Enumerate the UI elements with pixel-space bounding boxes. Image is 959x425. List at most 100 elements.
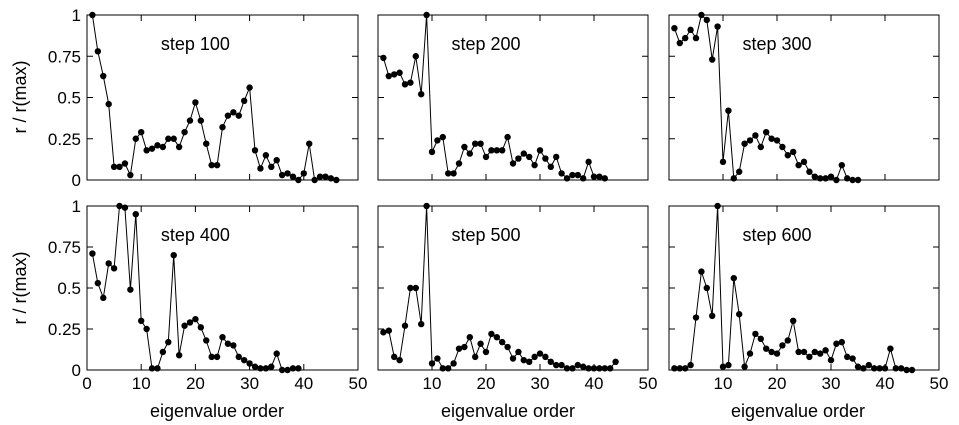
data-point <box>703 284 710 292</box>
data-point <box>709 56 716 63</box>
data-point <box>596 365 603 372</box>
data-point <box>709 312 716 320</box>
panel-6: 10 20 30 40 50 step 600 <box>668 202 949 393</box>
data-point <box>860 365 867 372</box>
data-point <box>418 320 425 328</box>
data-point <box>504 343 511 351</box>
data-point <box>822 347 829 354</box>
data-point <box>795 348 802 356</box>
data-point <box>757 143 764 151</box>
data-point <box>800 348 808 356</box>
data-point <box>295 176 302 184</box>
data-point <box>472 140 479 147</box>
data-point <box>192 315 199 323</box>
x-tick-label: 30 <box>240 374 259 393</box>
data-point <box>569 171 576 179</box>
data-point <box>219 124 226 131</box>
data-point <box>477 340 484 347</box>
data-point <box>531 353 538 361</box>
data-point <box>246 360 253 367</box>
data-point <box>100 294 107 302</box>
y-tick-label: 1 <box>72 197 81 216</box>
data-point <box>132 135 139 142</box>
panel-title: step 300 <box>742 34 811 54</box>
y-tick-label: 0 <box>72 361 81 380</box>
panel-3: step 300 <box>668 11 940 184</box>
data-point <box>407 79 414 86</box>
x-tick-label: 30 <box>822 374 841 393</box>
data-point <box>380 329 387 336</box>
data-point <box>477 140 484 147</box>
data-point <box>558 361 565 369</box>
data-point <box>741 363 748 370</box>
data-point <box>596 173 603 180</box>
data-point <box>396 356 403 364</box>
data-point <box>466 150 473 157</box>
data-point <box>585 365 592 372</box>
data-point <box>768 348 775 356</box>
data-point <box>580 363 587 370</box>
data-point <box>482 348 490 356</box>
data-point <box>170 135 177 142</box>
data-point <box>865 361 872 369</box>
data-point <box>186 117 194 124</box>
data-point <box>423 11 430 19</box>
data-point <box>736 168 743 175</box>
panel-title: step 100 <box>161 34 230 54</box>
data-point <box>542 353 549 361</box>
data-point <box>450 170 457 177</box>
data-point <box>240 356 248 364</box>
data-point <box>590 365 598 372</box>
data-point <box>844 175 851 182</box>
data-point <box>428 360 436 367</box>
data-point <box>224 112 232 119</box>
data-point <box>445 170 452 177</box>
data-point <box>143 147 150 154</box>
data-point <box>488 147 495 154</box>
y-axis-label-top: r / r(max) <box>10 61 30 134</box>
data-point <box>482 153 490 161</box>
data-point <box>219 334 226 341</box>
x-tick-label: 20 <box>186 374 205 393</box>
data-point <box>300 170 307 177</box>
data-point <box>752 132 759 139</box>
data-point <box>407 284 414 292</box>
x-tick-label: 30 <box>531 374 550 393</box>
data-point <box>230 109 237 116</box>
data-point <box>553 153 560 161</box>
data-point <box>273 157 280 164</box>
x-tick-label: 50 <box>930 374 949 393</box>
data-point <box>574 171 581 179</box>
data-point <box>493 147 500 154</box>
data-point <box>175 143 183 151</box>
x-tick-label: 0 <box>82 374 91 393</box>
data-point <box>849 176 856 184</box>
data-point <box>278 366 286 374</box>
y-axis-label-bottom: r / r(max) <box>10 252 30 325</box>
data-point <box>121 160 129 167</box>
data-point <box>876 365 883 372</box>
data-point <box>208 353 215 361</box>
data-point <box>461 143 468 151</box>
data-point <box>499 147 506 154</box>
data-point <box>110 163 118 170</box>
data-point <box>391 353 398 361</box>
data-point <box>105 260 112 267</box>
x-tick-label: 50 <box>639 374 658 393</box>
data-point <box>466 334 473 341</box>
data-point <box>580 175 587 182</box>
data-point <box>273 350 280 357</box>
y-tick-label: 0.5 <box>57 279 81 298</box>
data-point <box>385 72 392 80</box>
data-point <box>268 163 275 170</box>
data-point <box>515 155 522 162</box>
x-tick-label: 20 <box>477 374 496 393</box>
data-point <box>536 350 544 357</box>
data-point <box>547 358 554 365</box>
data-point <box>455 345 463 352</box>
y-tick-label: 1 <box>72 6 81 25</box>
data-point <box>412 284 419 292</box>
data-point <box>671 365 678 372</box>
data-point <box>790 148 797 156</box>
data-point <box>526 358 533 365</box>
